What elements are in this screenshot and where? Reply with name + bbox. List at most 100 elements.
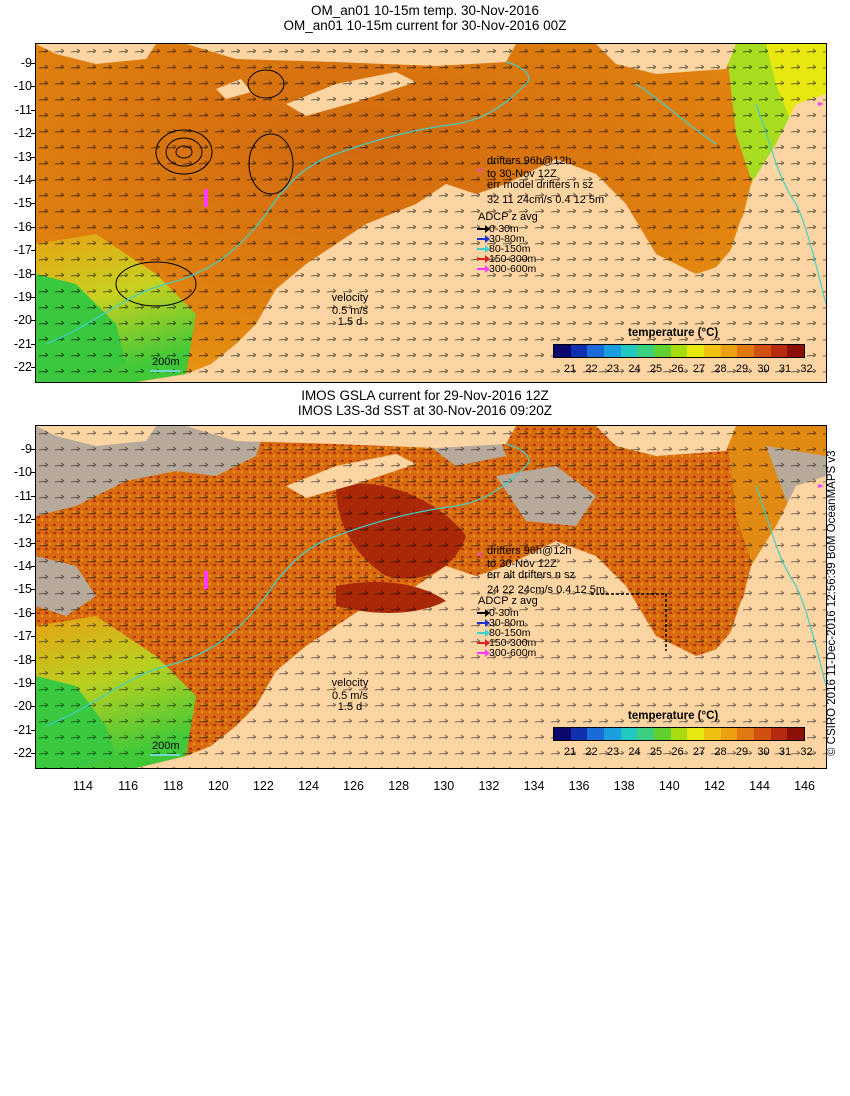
scale-line-bottom [150,754,180,756]
panel1-title-line1: OM_an01 10-15m temp. 30-Nov-2016 [310,3,540,18]
lat-tick [31,156,36,158]
colorbar-bottom [553,727,805,741]
drifter-pointer: < [477,165,484,177]
adcp-legend-item: 80-150m [477,244,530,254]
colorbar-swatch [704,728,721,740]
colorbar-swatch [737,728,755,740]
colorbar-tick-label: 28 [714,363,727,375]
panel2-title-line1: IMOS GSLA current for 29-Nov-2016 12Z [301,388,549,403]
colorbar-swatch [704,345,721,357]
lon-tick-label: 140 [658,779,680,793]
adcp-legend-label: 30-80m [489,617,525,629]
arrow-icon [477,225,490,234]
lon-tick-label: 142 [703,779,725,793]
lat-tick-label: -13 [13,149,32,164]
velocity-label-bottom: velocity 0.5 m/s 1.5 d [331,677,369,713]
colorbar-top [553,344,805,358]
lat-tick-label: -14 [13,559,32,573]
lat-tick-label: -19 [13,676,32,690]
lon-tick-label: 118 [163,779,184,793]
lat-tick [31,297,36,298]
lat-tick [31,542,36,544]
colorbar-swatch [787,345,805,357]
arrow-icon [477,649,490,658]
colorbar-tick-label: 22 [585,363,598,375]
arrow-icon [477,619,490,628]
colorbar-swatch [687,345,705,357]
colorbar-tick-label: 22 [585,746,598,758]
colorbar-tick-label: 32 [800,363,813,375]
lon-tick-label: 120 [207,779,229,793]
lat-tick [31,729,36,731]
legend-title-top: temperature (°C) [628,327,719,339]
lat-tick [31,706,36,708]
adcp-legend-item: 30-80m [477,618,525,628]
lat-tick-label: -22 [13,360,32,375]
map-panel-bottom [35,425,827,769]
colorbar-tick-label: 24 [628,363,641,375]
adcp-legend-label: 80-150m [489,627,531,639]
adcp-title-top: ADCP z avg [478,211,538,223]
colorbar-swatch [720,728,738,740]
colorbar-swatch [587,728,605,740]
colorbar-tick-label: 29 [735,746,749,758]
lat-tick-label: -14 [13,173,32,187]
lat-tick-label: -11 [14,488,32,503]
lat-tick-label: -17 [13,243,32,258]
colorbar-tick-label: 27 [692,746,706,758]
lat-tick [31,566,36,567]
colorbar-swatch [654,345,671,357]
lon-tick-label: 136 [568,779,590,793]
map-bottom-canvas [36,426,826,768]
lat-tick-label: -13 [13,535,32,550]
adcp-legend-item: 0-30m [477,608,519,618]
lat-tick [31,589,36,591]
lat-tick [31,472,36,474]
colorbar-swatch [620,728,638,740]
lat-tick [31,86,36,88]
adcp-legend-item: 80-150m [477,628,530,638]
lon-tick-label: 146 [794,779,816,793]
lat-tick-label: -21 [13,722,32,737]
colorbar-tick-label: 25 [649,746,663,758]
lat-tick [31,367,36,369]
lat-tick-label: -16 [13,605,32,620]
arrow-icon [477,245,490,254]
lat-tick [31,449,36,450]
credit-vertical: © CSIRO 2016 11-Dec-2016 12:56:39 BoM Oc… [826,450,838,756]
lat-tick [31,612,36,614]
lat-tick [31,753,36,755]
lat-tick [31,63,36,64]
colorbar-tick-label: 28 [714,746,727,758]
colorbar-swatch [654,728,671,740]
arrow-icon [477,265,490,274]
colorbar-swatch [570,345,588,357]
colorbar-swatch [770,728,788,740]
colorbar-swatch [620,345,638,357]
adcp-legend-label: 0-30m [489,223,519,235]
colorbar-swatch [637,345,655,357]
lat-tick [31,495,36,497]
lat-tick-label: -19 [13,290,32,304]
scale-line-top [150,370,180,372]
lat-tick [31,519,36,521]
colorbar-swatch [670,728,688,740]
colorbar-tick-label: 21 [563,363,577,375]
colorbar-swatch [604,728,621,740]
lat-tick-label: -10 [13,465,32,480]
scale-label-top: 200m [152,356,180,368]
lat-tick-label: -12 [13,512,32,527]
lat-tick-label: -21 [13,336,32,351]
colorbar-swatch [554,345,571,357]
lat-tick [31,683,36,684]
adcp-legend-item: 150-300m [477,254,536,264]
lon-tick-label: 114 [73,779,93,793]
drifters-info-bottom: drifters 96h@12h to 30-Nov 12Z err alt d… [487,545,606,596]
adcp-legend-item: 300-600m [477,264,536,274]
lon-tick-label: 124 [298,779,319,793]
lon-tick-label: 126 [343,779,365,793]
adcp-legend-label: 80-150m [489,243,531,255]
colorbar-tick-label: 23 [606,746,620,758]
lat-tick-label: -20 [13,699,32,714]
velocity-label-top: velocity 0.5 m/s 1.5 d [331,292,369,328]
